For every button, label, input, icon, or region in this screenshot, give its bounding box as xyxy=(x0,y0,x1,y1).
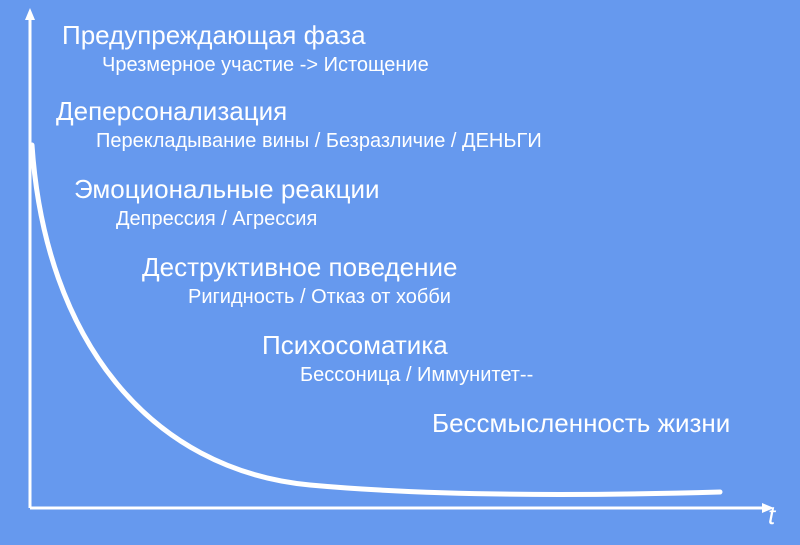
phase-2-sub: Депрессия / Агрессия xyxy=(116,208,317,231)
phase-2-title: Эмоциональные реакции xyxy=(74,174,380,205)
phase-3-title: Деструктивное поведение xyxy=(142,252,457,283)
phase-0-sub: Чрезмерное участие -> Истощение xyxy=(102,54,429,77)
phase-4-title: Психосоматика xyxy=(262,330,448,361)
phase-3-sub: Ригидность / Отказ от хобби xyxy=(188,286,451,309)
phase-5-title: Бессмысленность жизни xyxy=(432,408,730,439)
phase-0-title: Предупреждающая фаза xyxy=(62,20,366,51)
phase-4-sub: Бессоница / Иммунитет-- xyxy=(300,364,533,387)
x-axis-label: t xyxy=(768,500,775,531)
phase-1-title: Деперсонализация xyxy=(56,96,287,127)
diagram-stage: Предупреждающая фаза Чрезмерное участие … xyxy=(0,0,800,545)
phase-1-sub: Перекладывание вины / Безразличие / ДЕНЬ… xyxy=(96,130,542,153)
